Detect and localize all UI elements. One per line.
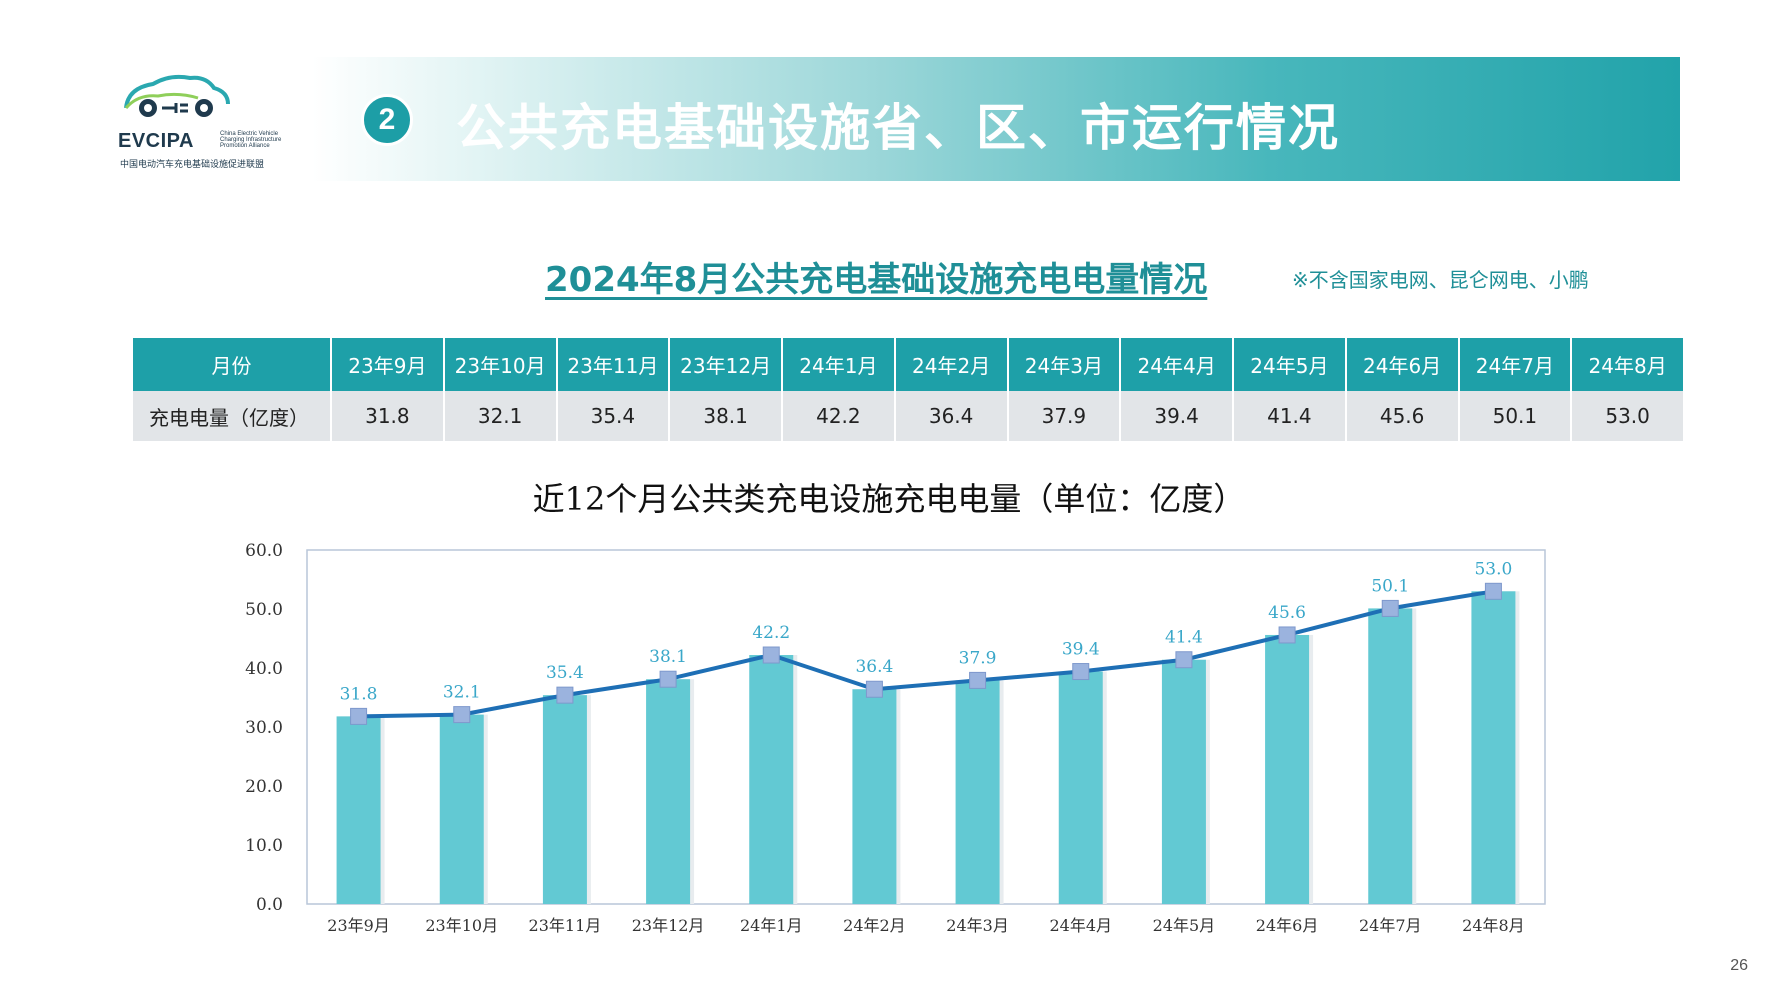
x-tick-label: 23年11月 — [529, 916, 602, 935]
table-cell: 35.4 — [556, 391, 671, 441]
x-tick-label: 24年4月 — [1049, 916, 1112, 935]
data-label: 36.4 — [855, 657, 893, 677]
x-tick-label: 23年12月 — [632, 916, 705, 935]
table-header-cell: 23年11月 — [556, 338, 671, 391]
table-header-cell: 24年4月 — [1120, 338, 1234, 391]
y-tick-label: 0.0 — [256, 895, 283, 915]
data-label: 42.2 — [752, 623, 790, 643]
table-header-cell: 24年3月 — [1007, 338, 1122, 391]
data-label: 35.4 — [546, 663, 584, 683]
bar — [1058, 671, 1103, 904]
y-tick-label: 30.0 — [245, 718, 283, 738]
bar — [955, 680, 1000, 904]
table-header-cell: 24年2月 — [894, 338, 1009, 391]
table-header-cell: 24年8月 — [1571, 338, 1685, 391]
table-header-cell: 24年7月 — [1458, 338, 1573, 391]
data-point-marker — [865, 680, 883, 698]
data-label: 50.1 — [1371, 576, 1409, 596]
page-number: 26 — [1730, 957, 1748, 974]
table-row-label: 充电电量（亿度） — [133, 391, 332, 441]
data-point-marker — [1381, 599, 1399, 617]
exclusion-note: ※不含国家电网、昆仑网电、小鹏 — [1292, 268, 1589, 292]
monthly-charging-table: 月份 23年9月 23年10月 23年11月 23年12月 24年1月 24年2月 24年3… — [133, 338, 1685, 441]
table-cell: 38.1 — [669, 391, 783, 441]
table-header-cell: 24年1月 — [782, 338, 896, 391]
data-label: 38.1 — [649, 647, 687, 667]
data-point-marker — [762, 646, 780, 664]
data-point-marker — [1484, 582, 1502, 600]
data-point-marker — [1278, 626, 1296, 644]
x-tick-label: 24年3月 — [946, 916, 1009, 935]
bar — [646, 679, 691, 904]
table-header-cell: 24年5月 — [1233, 338, 1347, 391]
table-row: 充电电量（亿度） 31.8 32.1 35.4 38.1 42.2 36.4 37.9 39.… — [133, 391, 1685, 441]
data-point-marker — [350, 707, 368, 725]
data-label: 32.1 — [443, 683, 481, 703]
data-point-marker — [1072, 663, 1090, 681]
data-label: 41.4 — [1165, 628, 1203, 648]
y-tick-label: 10.0 — [245, 836, 283, 856]
bar — [1471, 591, 1516, 904]
data-point-marker — [969, 671, 987, 689]
logo-chinese-name: 中国电动汽车充电基础设施促进联盟 — [120, 160, 265, 170]
evcipa-logo-icon — [124, 74, 230, 117]
x-tick-label: 23年9月 — [327, 916, 390, 935]
table-header-cell: 24年6月 — [1345, 338, 1460, 391]
data-point-marker — [659, 670, 677, 688]
y-tick-label: 40.0 — [245, 659, 283, 679]
y-tick-label: 20.0 — [245, 777, 283, 797]
page-subtitle: 2024年8月公共充电基础设施充电电量情况 — [545, 260, 1208, 300]
table-cell: 31.8 — [331, 391, 445, 441]
table-header-cell: 月份 — [133, 338, 332, 391]
table-cell: 36.4 — [894, 391, 1009, 441]
series-line — [358, 589, 1494, 719]
x-tick-label: 24年8月 — [1462, 916, 1525, 935]
x-tick-label: 23年10月 — [425, 916, 498, 935]
x-tick-label: 24年1月 — [740, 916, 803, 935]
plot-frame — [306, 549, 1546, 905]
y-tick-label: 50.0 — [245, 600, 283, 620]
data-label: 53.0 — [1474, 559, 1512, 579]
chart-title: 近12个月公共类充电设施充电电量（单位：亿度） — [532, 480, 1246, 518]
data-point-marker — [556, 686, 574, 704]
data-label: 37.9 — [959, 648, 997, 668]
table-cell: 42.2 — [782, 391, 896, 441]
logo-wordmark: EVCIPA — [118, 130, 194, 152]
data-label: 31.8 — [340, 684, 378, 704]
data-point-marker — [453, 706, 471, 724]
bar — [1368, 608, 1413, 904]
table-cell: 50.1 — [1458, 391, 1573, 441]
data-label: 39.4 — [1062, 640, 1100, 660]
data-label: 45.6 — [1268, 603, 1306, 623]
bar — [749, 655, 794, 904]
table-cell: 39.4 — [1120, 391, 1234, 441]
x-tick-label: 24年2月 — [843, 916, 906, 935]
section-title: 公共充电基础设施省、区、市运行情况 — [456, 99, 1340, 157]
logo-english-name: China Electric Vehicle Charging Infrastr… — [220, 131, 282, 149]
table-header-cell: 23年9月 — [331, 338, 445, 391]
bar — [542, 695, 587, 904]
table-cell: 41.4 — [1233, 391, 1347, 441]
data-point-marker — [1175, 651, 1193, 669]
bar — [852, 689, 897, 904]
section-banner — [312, 57, 1680, 181]
table-header-cell: 23年10月 — [443, 338, 558, 391]
x-tick-label: 24年5月 — [1153, 916, 1216, 935]
x-tick-label: 24年6月 — [1256, 916, 1319, 935]
x-tick-label: 24年7月 — [1359, 916, 1422, 935]
table-cell: 37.9 — [1007, 391, 1122, 441]
table-cell: 45.6 — [1345, 391, 1460, 441]
y-tick-label: 60.0 — [245, 541, 283, 561]
bar — [1265, 634, 1310, 904]
bar — [336, 716, 381, 904]
bar — [439, 714, 484, 904]
table-header-row: 月份 23年9月 23年10月 23年11月 23年12月 24年1月 24年2月 24年3… — [133, 338, 1685, 391]
table-cell: 32.1 — [443, 391, 558, 441]
table-header-cell: 23年12月 — [669, 338, 783, 391]
section-number-badge: 2 — [361, 94, 413, 146]
bar — [1161, 659, 1206, 904]
table-cell: 53.0 — [1571, 391, 1685, 441]
